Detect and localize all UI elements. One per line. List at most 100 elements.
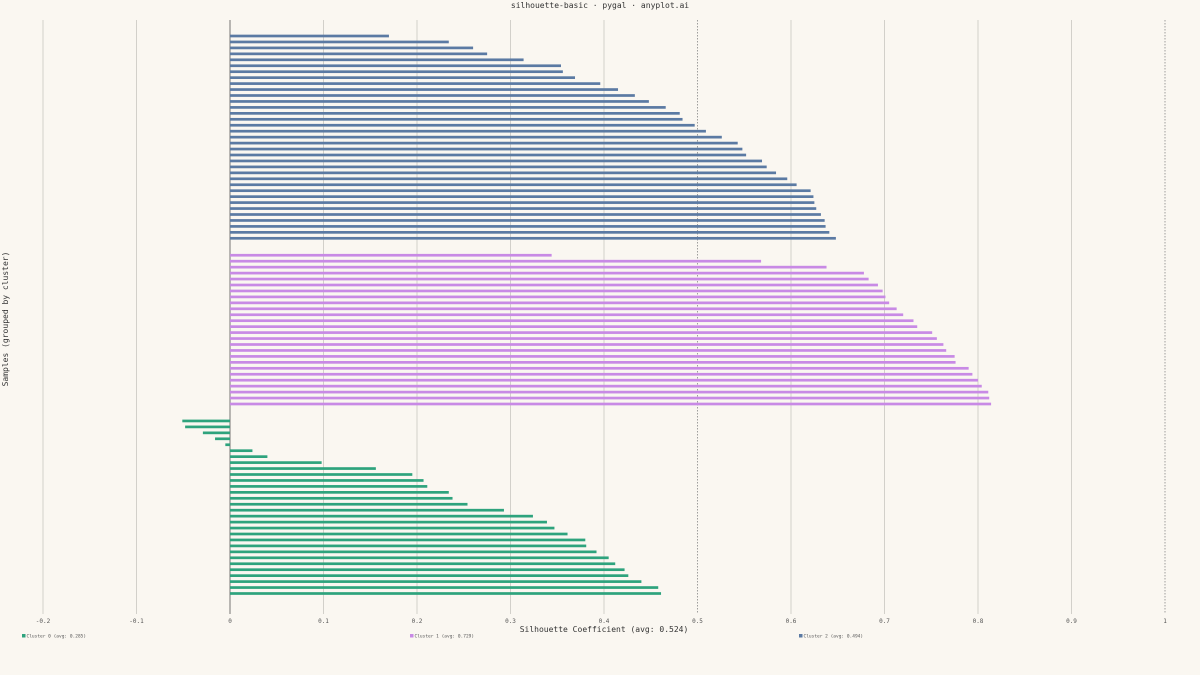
bar-cluster-1-23 [230,390,989,394]
bar-cluster-1-20 [230,372,973,376]
bar-cluster-1-1 [230,259,762,263]
bar-cluster-2-9 [230,473,413,476]
legend: Cluster 0 (avg: 0.285) Cluster 1 (avg: 0.… [22,634,863,640]
bar-cluster-0-15 [230,123,695,127]
bar-cluster-2-11 [230,485,428,488]
bar-cluster-0-1 [230,40,449,44]
bar-cluster-2-28 [230,586,659,589]
legend-label-0: Cluster 0 (avg: 0.285) [27,634,87,640]
bar-cluster-1-11 [230,319,914,323]
legend-swatch-1 [410,634,414,638]
bar-cluster-0-12 [230,106,666,109]
bar-cluster-2-16 [230,514,533,518]
bar-cluster-0-31 [230,219,825,222]
bar-cluster-1-2 [230,265,827,269]
bar-cluster-0-33 [230,231,830,234]
bar-cluster-2-4 [225,443,230,447]
bar-cluster-0-34 [230,236,836,240]
x-tick-label: 0.7 [879,618,890,625]
bar-cluster-1-4 [230,277,869,281]
x-tick-label: 0.2 [412,618,423,625]
bar-cluster-2-3 [215,437,230,441]
bar-cluster-2-7 [230,461,322,464]
bar-cluster-1-6 [230,289,883,293]
bar-cluster-0-2 [230,46,474,50]
bar-cluster-0-26 [230,189,811,193]
x-tick-label: 0.5 [692,618,703,625]
bar-cluster-2-6 [230,455,268,458]
bar-cluster-2-8 [230,467,376,470]
bar-cluster-1-7 [230,295,886,299]
x-tick-label: 0.3 [505,618,516,625]
bar-cluster-2-0 [182,419,230,423]
x-tick-label: 0.4 [599,618,610,625]
bar-cluster-1-15 [230,343,944,346]
bar-cluster-1-13 [230,331,933,334]
bar-cluster-2-14 [230,502,468,506]
bar-cluster-1-19 [230,366,969,370]
bar-cluster-0-8 [230,82,601,85]
bar-cluster-2-24 [230,562,616,566]
bar-cluster-0-24 [230,177,788,181]
bar-cluster-0-21 [230,159,763,163]
bar-cluster-0-3 [230,52,488,56]
bar-cluster-0-22 [230,165,767,169]
x-tick-label: -0.2 [36,618,51,625]
x-axis-title: Silhouette Coefficient (avg: 0.524) [520,625,689,634]
bar-cluster-1-18 [230,361,956,364]
legend-label-2: Cluster 2 (avg: 0.494) [804,634,864,640]
bar-cluster-1-21 [230,378,978,382]
chart-title: silhouette-basic · pygal · anyplot.ai [511,1,689,10]
bar-cluster-1-22 [230,384,982,388]
bar-cluster-0-20 [230,153,747,157]
bar-cluster-1-10 [230,313,904,317]
bar-cluster-0-14 [230,117,683,121]
bar-cluster-2-18 [230,526,555,530]
bar-cluster-1-0 [230,253,552,257]
bar-cluster-2-29 [230,592,662,595]
bar-cluster-1-5 [230,283,878,287]
bars [182,34,992,595]
x-tick-label: 0.1 [318,618,329,625]
bar-cluster-1-9 [230,307,897,311]
x-tick-label: 0.6 [786,618,797,625]
x-tick-label: 0.8 [973,618,984,625]
bar-cluster-0-4 [230,58,524,62]
bar-cluster-1-25 [230,402,992,406]
bar-cluster-0-0 [230,34,389,38]
bar-cluster-2-23 [230,556,609,560]
bar-cluster-2-1 [185,425,230,429]
legend-swatch-2 [799,634,803,638]
gridlines [42,20,1166,614]
bar-cluster-0-7 [230,76,576,79]
bar-cluster-2-13 [230,496,453,500]
bar-cluster-0-9 [230,88,619,91]
bar-cluster-1-8 [230,301,890,305]
bar-cluster-2-25 [230,568,625,572]
bar-cluster-1-3 [230,271,864,275]
bar-cluster-0-5 [230,64,561,68]
bar-cluster-2-12 [230,491,449,494]
bar-cluster-2-5 [230,449,253,453]
bar-cluster-1-24 [230,396,990,400]
bar-cluster-1-17 [230,355,955,358]
bar-cluster-0-27 [230,195,814,198]
bar-cluster-1-16 [230,349,947,352]
bar-cluster-2-20 [230,538,586,542]
bar-cluster-2-26 [230,574,629,577]
bar-cluster-0-16 [230,129,706,133]
bar-cluster-0-10 [230,94,635,97]
bar-cluster-2-27 [230,580,642,583]
bar-cluster-1-14 [230,337,937,340]
x-tick-label: 0.9 [1066,618,1077,625]
legend-label-1: Cluster 1 (avg: 0.729) [415,634,475,640]
bar-cluster-2-22 [230,550,597,554]
y-axis-title: Samples (grouped by cluster) [1,252,10,387]
bar-cluster-0-32 [230,225,826,228]
x-tick-labels: -0.2 -0.1 0 0.1 0.2 0.3 0.4 0.5 0.6 0.7 0.8 0.9 1 [36,618,1167,625]
bar-cluster-0-11 [230,100,649,103]
x-tick-label: 0 [228,618,232,625]
bar-cluster-2-2 [202,431,230,435]
bar-cluster-0-19 [230,147,743,151]
bar-cluster-1-12 [230,325,918,328]
